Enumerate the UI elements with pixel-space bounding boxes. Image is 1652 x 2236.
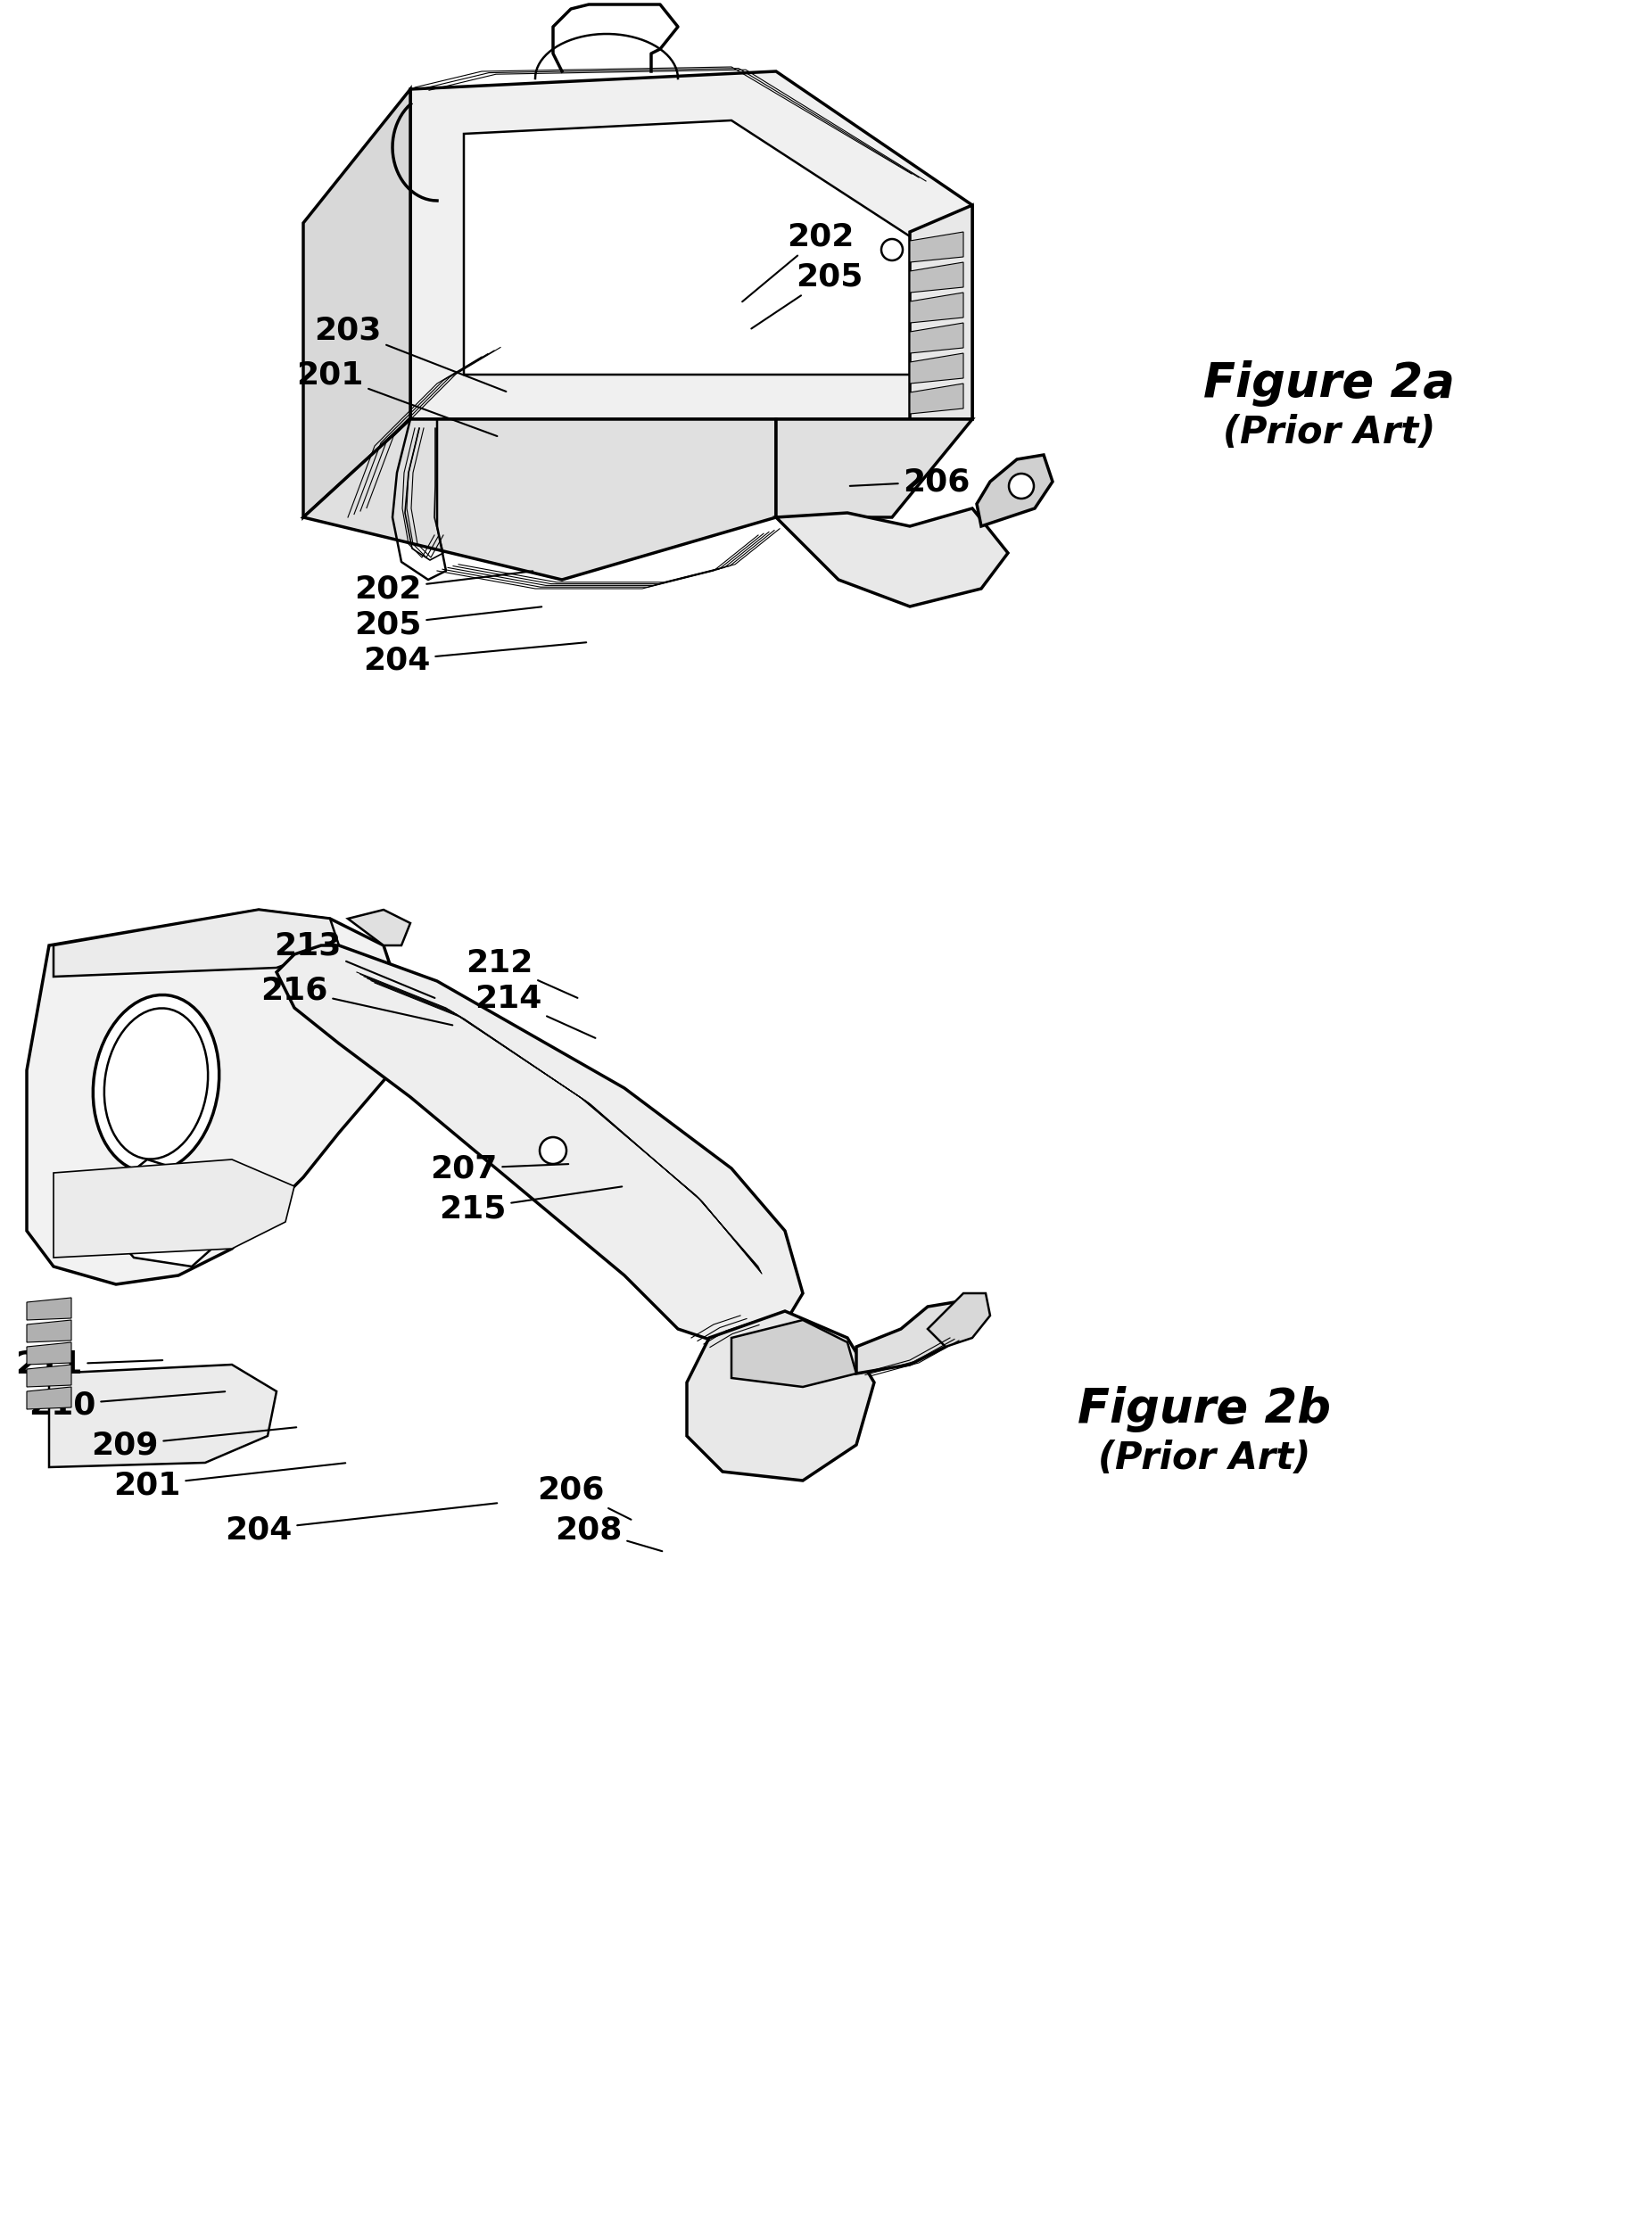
Polygon shape: [26, 1364, 71, 1386]
Polygon shape: [464, 121, 910, 376]
Text: 205: 205: [752, 262, 864, 329]
Polygon shape: [410, 72, 973, 418]
Polygon shape: [26, 1319, 71, 1342]
Text: 207: 207: [430, 1154, 568, 1183]
Circle shape: [881, 239, 902, 259]
Text: 202: 202: [742, 221, 854, 302]
Circle shape: [540, 1138, 567, 1165]
Polygon shape: [732, 1319, 856, 1386]
Text: (Prior Art): (Prior Art): [1222, 414, 1436, 452]
Polygon shape: [910, 385, 963, 414]
Text: 216: 216: [261, 975, 453, 1024]
Ellipse shape: [104, 1008, 208, 1158]
Text: 211: 211: [15, 1351, 162, 1380]
Polygon shape: [53, 1160, 294, 1257]
Polygon shape: [26, 1342, 71, 1364]
Text: 201: 201: [114, 1462, 345, 1500]
Text: 208: 208: [555, 1514, 662, 1552]
Text: 206: 206: [537, 1474, 631, 1520]
Text: 214: 214: [474, 984, 595, 1038]
Text: 209: 209: [91, 1427, 296, 1460]
Text: 204: 204: [363, 642, 586, 675]
Text: 204: 204: [225, 1503, 497, 1545]
Polygon shape: [26, 1386, 71, 1409]
Ellipse shape: [93, 995, 220, 1172]
Text: 205: 205: [355, 606, 542, 639]
Text: 203: 203: [314, 315, 506, 391]
Circle shape: [1009, 474, 1034, 499]
Text: 201: 201: [296, 360, 497, 436]
Polygon shape: [687, 1310, 874, 1480]
Text: Figure 2b: Figure 2b: [1077, 1386, 1332, 1433]
Polygon shape: [976, 454, 1052, 525]
Polygon shape: [276, 946, 803, 1346]
Text: Figure 2a: Figure 2a: [1203, 360, 1455, 407]
Polygon shape: [910, 262, 963, 293]
Text: 212: 212: [466, 948, 578, 997]
Polygon shape: [776, 508, 1008, 606]
Polygon shape: [26, 910, 401, 1283]
Text: 206: 206: [849, 467, 970, 496]
Text: 215: 215: [439, 1187, 621, 1223]
Polygon shape: [856, 1301, 963, 1373]
Text: 210: 210: [28, 1389, 225, 1420]
Text: 202: 202: [355, 570, 532, 604]
Polygon shape: [910, 353, 963, 385]
Polygon shape: [910, 206, 973, 418]
Text: 213: 213: [274, 930, 434, 997]
Polygon shape: [910, 322, 963, 353]
Polygon shape: [910, 293, 963, 322]
Polygon shape: [50, 1364, 276, 1467]
Polygon shape: [776, 418, 973, 517]
Polygon shape: [910, 233, 963, 262]
Polygon shape: [53, 910, 339, 977]
Polygon shape: [102, 1160, 231, 1266]
Polygon shape: [928, 1292, 990, 1346]
Polygon shape: [304, 418, 776, 579]
Polygon shape: [349, 910, 410, 946]
Text: (Prior Art): (Prior Art): [1099, 1440, 1310, 1478]
Polygon shape: [26, 1297, 71, 1319]
Polygon shape: [304, 89, 410, 517]
